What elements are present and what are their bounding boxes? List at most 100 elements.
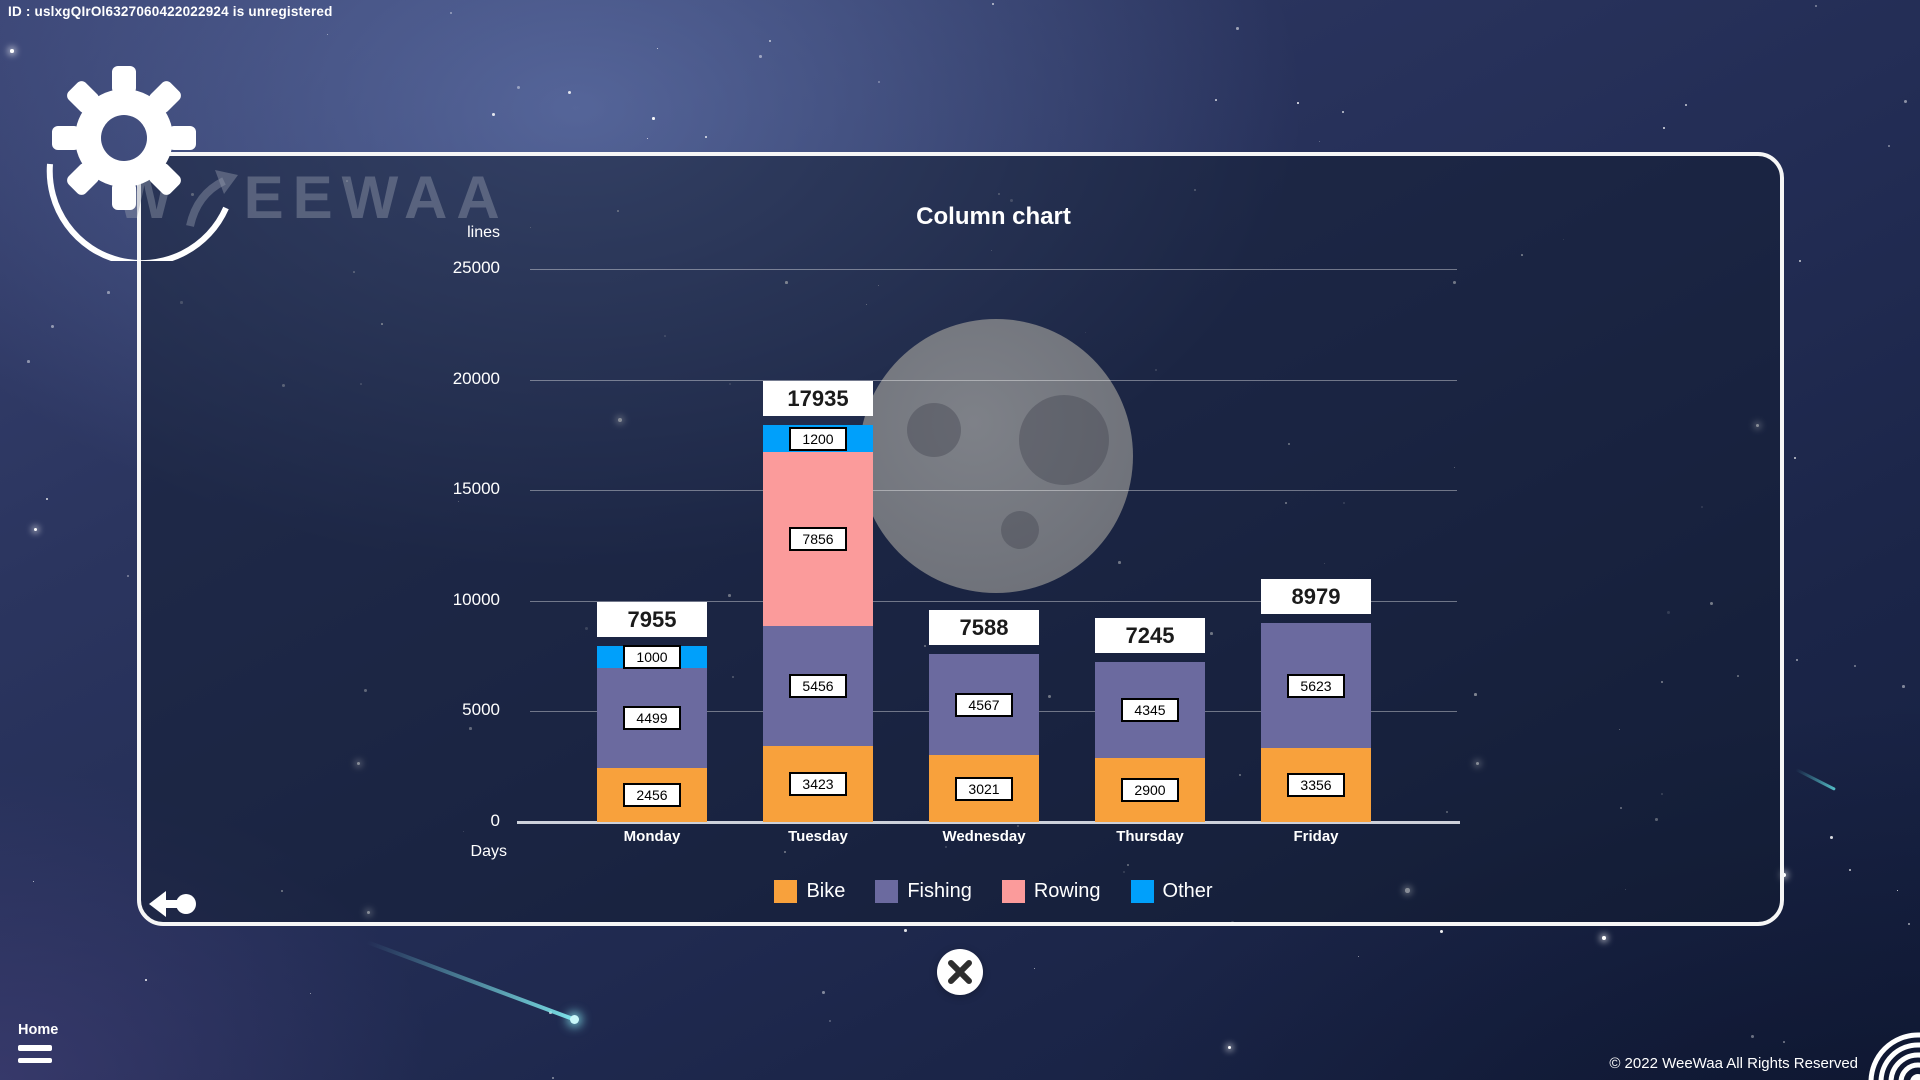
legend-label: Fishing [907,880,972,902]
x-tick-label: Monday [623,828,681,845]
segment-value-label: 4499 [623,705,681,730]
star [1358,956,1360,958]
star [1888,145,1890,147]
star [657,48,658,49]
y-tick-label: 5000 [462,700,500,720]
y-tick-label: 0 [490,811,500,830]
bar-total-thursday: 7245 [1095,617,1205,653]
legend-item-bike[interactable]: Bike [774,880,845,903]
close-icon [948,960,972,984]
star [127,575,129,577]
star [1794,457,1796,459]
y-tick-label: 10000 [452,589,500,609]
bar-total-wednesday: 7588 [929,610,1039,646]
legend-swatch [774,880,798,903]
bar-total-friday: 8979 [1261,579,1371,615]
chart-title: Column chart [916,203,1071,230]
star [1783,1041,1785,1043]
star [1902,685,1905,688]
brand-watermark: W EEWAA [116,168,509,232]
star [992,3,995,6]
star [769,40,772,43]
y-tick-label: 25000 [452,258,500,277]
legend-swatch [875,880,899,903]
star [1215,99,1217,101]
star [904,929,907,932]
star [1663,127,1666,130]
moon-crater [907,403,961,457]
home-menu[interactable]: Home [18,1022,58,1063]
star [1854,665,1856,667]
star [1342,111,1345,114]
registration-id-text: ID : uslxgQIrOl6327060422022924 is unreg… [8,4,333,19]
bar-total-monday: 7955 [597,602,707,637]
close-button[interactable] [937,949,983,995]
y-tick-label: 20000 [452,368,500,388]
moon-crater [1001,511,1039,549]
segment-value-label: 4567 [955,692,1013,717]
legend-item-rowing[interactable]: Rowing [1001,880,1101,903]
star [34,528,38,532]
segment-value-label: 5456 [789,673,847,698]
legend: Bike Fishing Rowing Other [530,880,1457,903]
star [51,325,54,328]
star [1602,936,1606,940]
star [1440,930,1443,933]
star [450,12,453,15]
segment-value-label: 1200 [789,426,847,451]
star [1751,1035,1754,1038]
star [517,86,520,89]
legend-item-other[interactable]: Other [1130,880,1213,903]
comet-head [570,1015,579,1024]
star [1796,659,1799,662]
x-tick-label: Friday [1293,828,1339,845]
legend-label: Rowing [1033,880,1101,902]
star [552,1077,555,1080]
moon-illustration [859,319,1133,593]
star [27,360,30,363]
x-axis-title: Days [470,843,507,860]
star [1228,1046,1232,1050]
legend-swatch [1001,880,1025,903]
segment-value-label: 7856 [789,526,847,551]
x-tick-label: Thursday [1116,828,1184,845]
star [1849,869,1851,871]
star [1799,260,1802,263]
star [10,49,14,53]
star [878,81,880,83]
star [1297,102,1299,104]
home-label: Home [18,1022,59,1038]
legend-item-fishing[interactable]: Fishing [875,880,972,903]
menu-icon [18,1045,58,1063]
star [492,113,495,116]
star [107,291,110,294]
star [1908,923,1910,925]
segment-value-label: 1000 [623,645,681,670]
gridline [530,269,1457,270]
star [145,979,147,981]
star [1897,890,1899,892]
gridline [530,379,1457,381]
x-tick-label: Wednesday [942,828,1026,845]
star [705,136,708,139]
gridline [530,600,1457,602]
star [1830,836,1833,839]
gear-logo-icon [46,66,229,261]
arrow-left-icon [149,891,196,917]
star [1782,873,1786,877]
brand-wordmark: EEWAA [243,164,509,231]
legend-swatch [1130,880,1154,903]
star [652,117,655,120]
segment-value-label: 2456 [623,782,681,807]
star [759,55,762,58]
signal-arcs-icon [1868,1032,1920,1080]
star [647,138,649,140]
segment-value-label: 2900 [1121,777,1179,802]
star [33,881,35,883]
copyright-text: © 2022 WeeWaa All Rights Reserved [1609,1055,1858,1072]
gridline [530,490,1457,492]
back-button[interactable] [146,886,198,922]
bar-total-tuesday: 17935 [763,381,873,417]
star [310,993,312,995]
